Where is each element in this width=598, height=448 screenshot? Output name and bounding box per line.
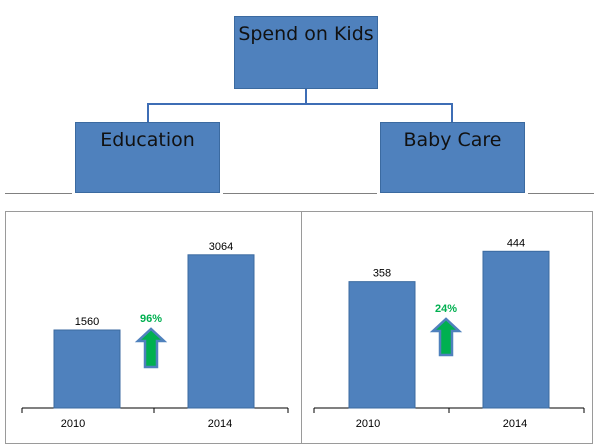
org-connector-horizontal [147, 103, 453, 105]
x-tick-label: 2010 [356, 418, 380, 430]
bar-2014 [482, 250, 550, 409]
up-arrow-icon [429, 317, 463, 357]
growth-percent-label: 96% [140, 313, 162, 325]
org-child-box-education: Education [75, 122, 220, 193]
org-connector-right [451, 103, 453, 123]
baby-care-bar-chart: 358 2010 444 2014 24% [313, 237, 585, 430]
up-arrow-icon [134, 327, 168, 369]
bar-data-label: 444 [507, 237, 525, 249]
org-root-box: Spend on Kids [234, 16, 378, 89]
bar-data-label: 3064 [209, 241, 233, 253]
org-connector-left [147, 103, 149, 123]
org-child-label-education: Education [100, 129, 195, 151]
education-bar-chart: 1560 2010 3064 2014 96% [21, 241, 289, 430]
org-connector-vertical [305, 89, 307, 104]
org-child-label-baby-care: Baby Care [403, 129, 502, 151]
bar-2014 [187, 254, 255, 409]
divider-line-right [528, 193, 594, 194]
bar-data-label: 1560 [75, 316, 99, 328]
bar-2010 [348, 281, 416, 409]
x-tick-label: 2014 [503, 418, 527, 430]
x-tick-label: 2010 [61, 418, 85, 430]
divider-line-left [5, 193, 72, 194]
bar-data-label: 358 [373, 268, 391, 280]
bar-2010 [53, 329, 121, 409]
org-child-box-baby-care: Baby Care [380, 122, 525, 193]
x-tick-label: 2014 [208, 418, 232, 430]
chart-panel-baby-care: 358 2010 444 2014 24% [301, 211, 593, 444]
divider-line-middle [223, 193, 377, 194]
org-root-label: Spend on Kids [238, 23, 374, 45]
growth-percent-label: 24% [435, 303, 457, 315]
chart-panel-education: 1560 2010 3064 2014 96% [5, 211, 302, 444]
